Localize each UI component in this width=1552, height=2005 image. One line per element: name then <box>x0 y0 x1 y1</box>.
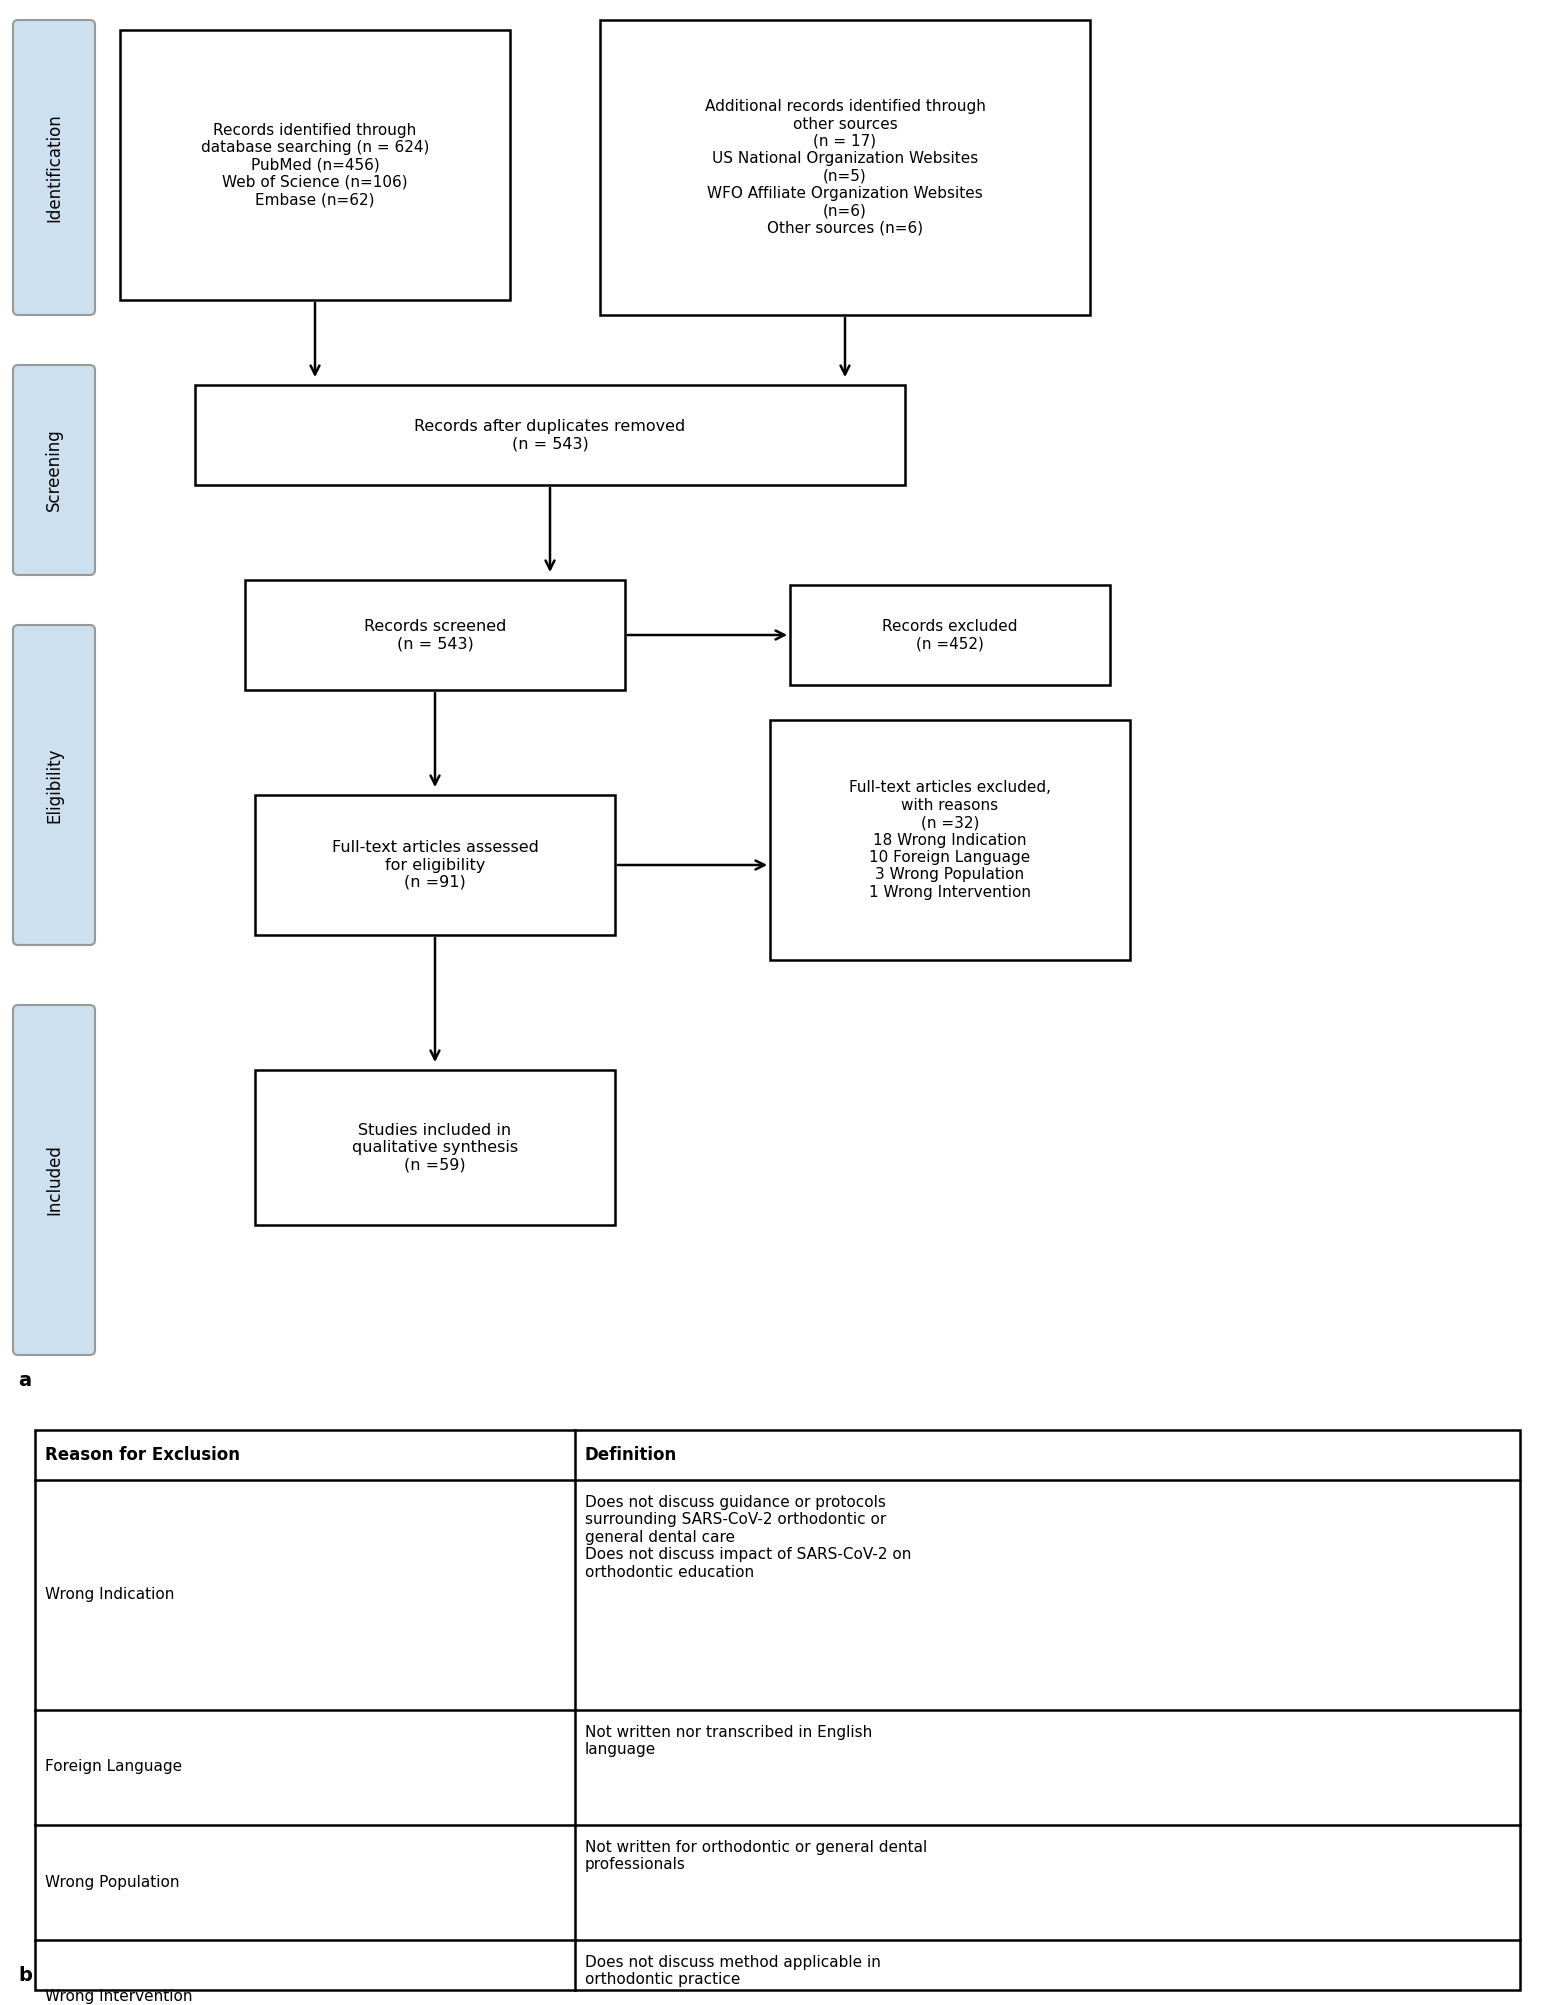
Text: Not written for orthodontic or general dental
professionals: Not written for orthodontic or general d… <box>585 1841 927 1873</box>
Bar <box>245 579 625 690</box>
Text: Does not discuss guidance or protocols
surrounding SARS-CoV-2 orthodontic or
gen: Does not discuss guidance or protocols s… <box>585 1496 911 1580</box>
Text: Full-text articles assessed
for eligibility
(n =91): Full-text articles assessed for eligibil… <box>332 840 539 890</box>
Bar <box>120 30 511 301</box>
Bar <box>255 1071 615 1225</box>
Bar <box>196 385 905 485</box>
Text: Reason for Exclusion: Reason for Exclusion <box>45 1446 241 1464</box>
Text: Does not discuss method applicable in
orthodontic practice: Does not discuss method applicable in or… <box>585 1955 882 1987</box>
Text: Additional records identified through
other sources
(n = 17)
US National Organiz: Additional records identified through ot… <box>705 98 986 237</box>
Text: Not written nor transcribed in English
language: Not written nor transcribed in English l… <box>585 1724 872 1758</box>
Text: Eligibility: Eligibility <box>45 748 64 822</box>
Text: Identification: Identification <box>45 112 64 223</box>
Text: b: b <box>19 1967 33 1985</box>
Bar <box>36 1430 1519 1991</box>
Text: Screening: Screening <box>45 429 64 511</box>
Text: a: a <box>19 1371 31 1389</box>
Text: Wrong Intervention: Wrong Intervention <box>45 1989 192 2005</box>
Bar <box>601 20 1090 315</box>
Text: Wrong Population: Wrong Population <box>45 1875 180 1889</box>
Text: Definition: Definition <box>585 1446 677 1464</box>
Bar <box>790 585 1110 686</box>
Text: Studies included in
qualitative synthesis
(n =59): Studies included in qualitative synthesi… <box>352 1123 518 1173</box>
FancyBboxPatch shape <box>12 20 95 315</box>
Text: Full-text articles excluded,
with reasons
(n =32)
18 Wrong Indication
10 Foreign: Full-text articles excluded, with reason… <box>849 780 1051 900</box>
FancyBboxPatch shape <box>12 365 95 575</box>
Text: Records after duplicates removed
(n = 543): Records after duplicates removed (n = 54… <box>414 419 686 451</box>
Bar <box>255 796 615 934</box>
Text: Records screened
(n = 543): Records screened (n = 543) <box>363 620 506 652</box>
Text: Included: Included <box>45 1145 64 1215</box>
Text: Wrong Indication: Wrong Indication <box>45 1588 174 1602</box>
FancyBboxPatch shape <box>12 626 95 944</box>
Text: Records identified through
database searching (n = 624)
PubMed (n=456)
Web of Sc: Records identified through database sear… <box>200 122 430 207</box>
Text: Foreign Language: Foreign Language <box>45 1760 182 1774</box>
FancyBboxPatch shape <box>12 1005 95 1355</box>
Text: Records excluded
(n =452): Records excluded (n =452) <box>882 620 1018 652</box>
Bar <box>770 720 1130 960</box>
